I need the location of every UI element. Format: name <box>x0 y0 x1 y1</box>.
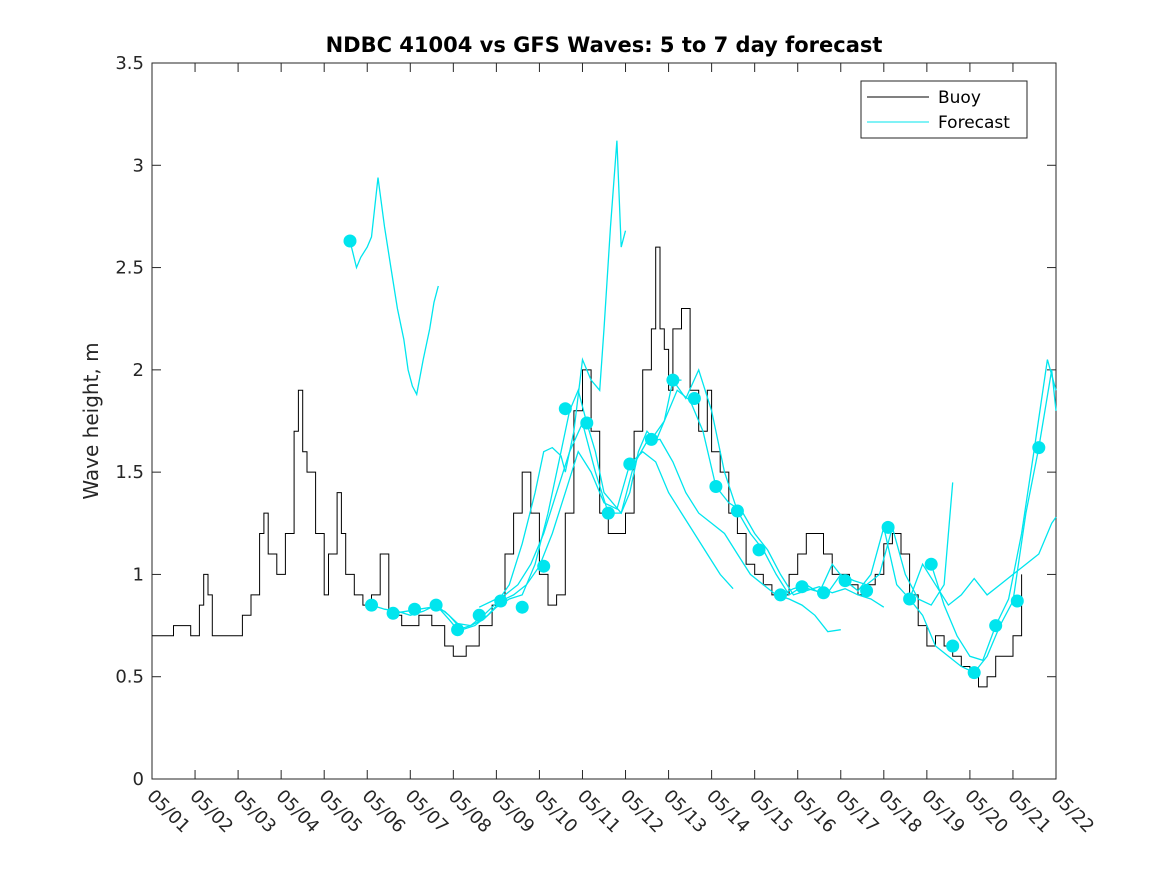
forecast-marker <box>386 606 400 620</box>
forecast-line-1 <box>349 177 439 397</box>
forecast-marker <box>644 432 658 446</box>
y-tick-label: 2 <box>133 360 144 381</box>
forecast-marker <box>666 373 680 387</box>
y-tick-label: 0.5 <box>115 667 144 688</box>
buoy-line <box>152 246 1023 688</box>
forecast-marker <box>343 234 357 248</box>
y-tick-label: 0 <box>133 769 144 790</box>
y-tick-label: 3 <box>133 155 144 176</box>
legend: Buoy Forecast <box>860 80 1028 139</box>
forecast-line-4 <box>435 450 734 631</box>
forecast-marker <box>730 504 744 518</box>
axes-box <box>151 62 1057 780</box>
forecast-marker <box>580 416 594 430</box>
forecast-marker <box>881 520 895 534</box>
chart-title: NDBC 41004 vs GFS Waves: 5 to 7 day fore… <box>326 33 883 57</box>
forecast-marker <box>429 598 443 612</box>
forecast-marker <box>687 392 701 405</box>
forecast-marker <box>537 559 551 573</box>
forecast-marker <box>752 543 766 557</box>
forecast-marker <box>774 588 787 602</box>
forecast-line-9 <box>908 516 1057 607</box>
forecast-marker <box>451 623 465 637</box>
forecast-marker <box>601 506 615 520</box>
forecast-marker <box>408 602 422 616</box>
y-tick-label: 2.5 <box>115 258 144 279</box>
forecast-line-2 <box>371 140 627 631</box>
series-layer <box>152 140 1057 688</box>
forecast-marker <box>623 457 637 471</box>
forecast-marker <box>989 619 1003 633</box>
forecast-marker <box>558 402 572 416</box>
forecast-marker <box>795 580 809 594</box>
y-axis-label: Wave height, m <box>79 342 103 499</box>
forecast-marker <box>838 574 852 588</box>
legend-forecast-label: Forecast <box>938 113 1010 133</box>
plot-area <box>151 62 1057 780</box>
forecast-marker <box>946 639 960 653</box>
forecast-marker <box>515 600 529 614</box>
forecast-marker <box>967 666 981 680</box>
legend-box <box>860 80 1028 139</box>
forecast-marker <box>709 480 723 493</box>
forecast-marker <box>1032 441 1046 455</box>
y-tick-label: 3.5 <box>115 53 144 74</box>
y-tick-label: 1.5 <box>115 462 144 483</box>
forecast-marker <box>817 586 830 600</box>
forecast-marker <box>365 598 378 612</box>
marker-layer <box>343 234 1046 680</box>
legend-buoy-label: Buoy <box>938 88 981 108</box>
forecast-marker <box>903 592 917 606</box>
forecast-marker <box>472 608 486 622</box>
forecast-marker <box>924 557 938 571</box>
forecast-marker <box>494 594 508 608</box>
y-tick-label: 1 <box>133 564 144 585</box>
forecast-marker <box>1010 594 1024 608</box>
forecast-marker <box>860 584 874 598</box>
